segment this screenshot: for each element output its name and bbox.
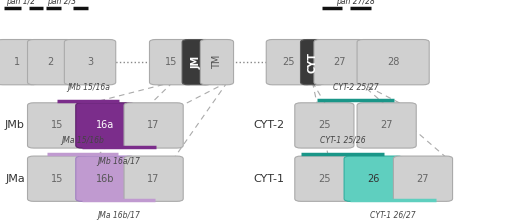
Text: JMb 16a/17: JMb 16a/17	[98, 157, 140, 166]
Text: 1: 1	[14, 57, 20, 67]
FancyBboxPatch shape	[200, 40, 234, 85]
Text: 25: 25	[318, 120, 331, 131]
FancyBboxPatch shape	[0, 40, 37, 85]
FancyBboxPatch shape	[266, 40, 311, 85]
FancyBboxPatch shape	[28, 156, 87, 201]
Text: CYT-2: CYT-2	[253, 120, 284, 131]
Text: 26: 26	[367, 174, 380, 184]
FancyBboxPatch shape	[295, 103, 354, 148]
Text: 16a: 16a	[96, 120, 115, 131]
Text: 27: 27	[333, 57, 346, 67]
Text: 3: 3	[87, 57, 93, 67]
Text: 15: 15	[165, 57, 177, 67]
FancyBboxPatch shape	[124, 103, 183, 148]
Text: pan 27/28: pan 27/28	[336, 0, 375, 6]
Text: CYT-2 25/27: CYT-2 25/27	[333, 82, 378, 91]
FancyBboxPatch shape	[28, 40, 74, 85]
Text: 17: 17	[147, 174, 160, 184]
Text: TM: TM	[212, 55, 222, 69]
FancyBboxPatch shape	[295, 156, 354, 201]
Text: JMa: JMa	[5, 174, 25, 184]
Text: CYT-1 25/26: CYT-1 25/26	[320, 136, 365, 145]
Text: JMa 16b/17: JMa 16b/17	[97, 211, 140, 220]
Text: JMb 15/16a: JMb 15/16a	[67, 83, 110, 92]
Text: 15: 15	[51, 120, 63, 131]
Text: CYT-1: CYT-1	[253, 174, 284, 184]
Text: pan 1/2: pan 1/2	[6, 0, 35, 6]
Text: 2: 2	[47, 57, 54, 67]
FancyBboxPatch shape	[301, 40, 324, 85]
FancyBboxPatch shape	[357, 103, 416, 148]
FancyBboxPatch shape	[393, 156, 453, 201]
FancyBboxPatch shape	[76, 156, 135, 201]
Text: CYT: CYT	[307, 52, 318, 73]
Text: JMa 15/16b: JMa 15/16b	[61, 136, 104, 145]
FancyBboxPatch shape	[64, 40, 116, 85]
Text: 25: 25	[318, 174, 331, 184]
Text: CYT-1 26/27: CYT-1 26/27	[371, 211, 416, 220]
Text: 17: 17	[147, 120, 160, 131]
Text: pan 2/3: pan 2/3	[47, 0, 76, 6]
FancyBboxPatch shape	[357, 40, 429, 85]
FancyBboxPatch shape	[76, 103, 135, 148]
Text: 27: 27	[417, 174, 429, 184]
FancyBboxPatch shape	[182, 40, 212, 85]
FancyBboxPatch shape	[314, 40, 365, 85]
Text: 25: 25	[282, 57, 295, 67]
FancyBboxPatch shape	[344, 156, 403, 201]
FancyBboxPatch shape	[28, 103, 87, 148]
Text: 27: 27	[380, 120, 393, 131]
FancyBboxPatch shape	[149, 40, 193, 85]
FancyBboxPatch shape	[124, 156, 183, 201]
Text: 15: 15	[51, 174, 63, 184]
Text: 28: 28	[387, 57, 399, 67]
Text: JM: JM	[192, 56, 202, 69]
Text: JMb: JMb	[5, 120, 25, 131]
Text: 16b: 16b	[96, 174, 115, 184]
